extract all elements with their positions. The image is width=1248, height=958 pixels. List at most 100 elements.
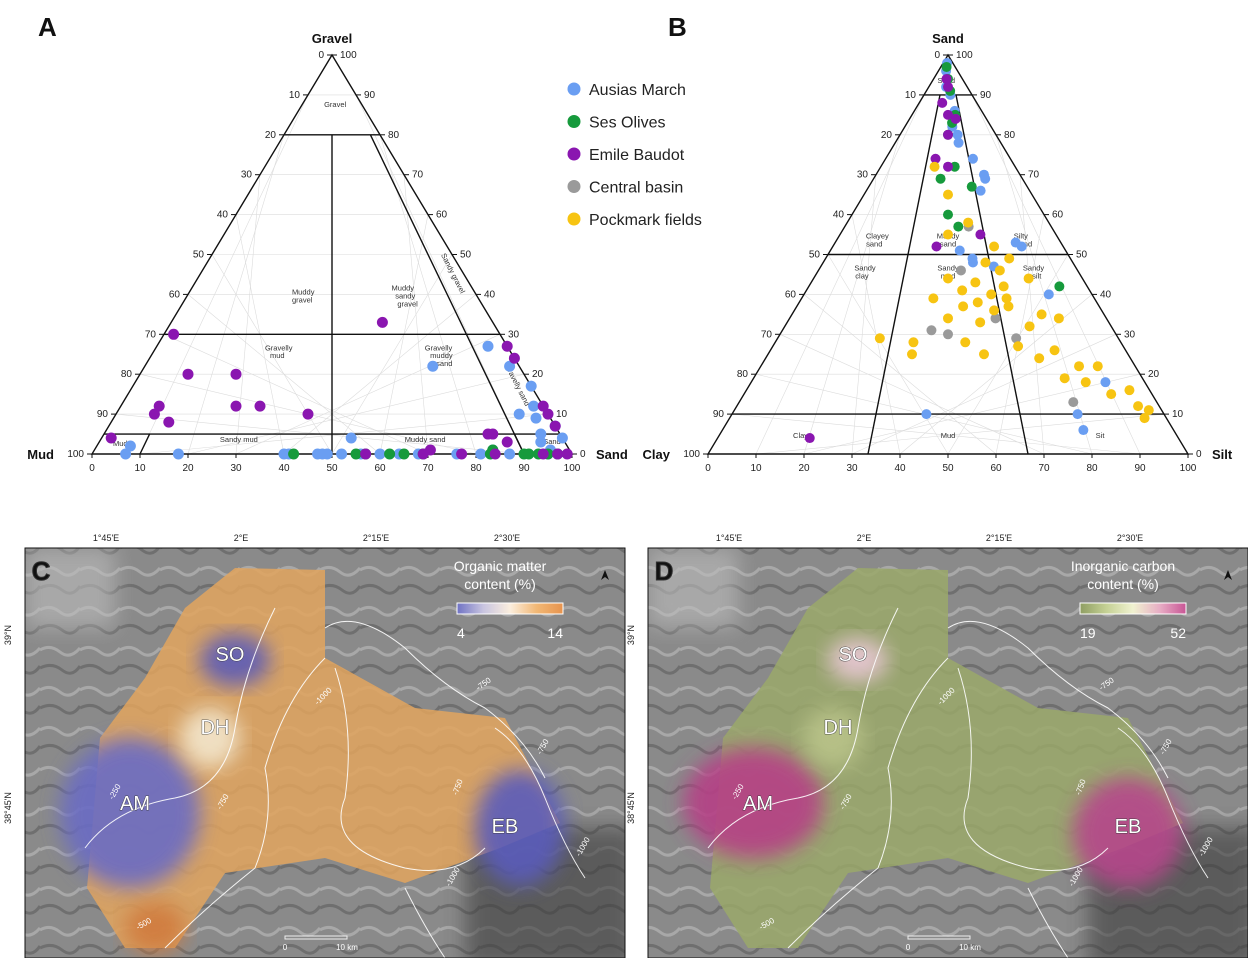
- contour: [787, 657, 949, 949]
- tick-label-left: 30: [241, 170, 253, 181]
- data-point: [1049, 345, 1060, 356]
- map-frame: [647, 547, 1248, 958]
- data-point: [963, 217, 974, 228]
- map-body: -250-500-750-750-1000-1000-750-750-1000S…: [25, 548, 625, 958]
- data-point: [943, 109, 953, 120]
- surface-blob: [475, 770, 565, 886]
- zone-label: Clayey: [866, 232, 889, 241]
- tick-label-bottom: 50: [326, 463, 338, 474]
- tick-label-bottom: 100: [1180, 463, 1197, 474]
- data-point: [943, 81, 953, 92]
- map-d: 1°45'E 2°E 2°15'E 2°30'E 39°N 38°45'N -250-500…: [626, 533, 1248, 958]
- data-point: [376, 316, 388, 328]
- data-point: [1059, 373, 1070, 384]
- lat-label: 38°45'N: [626, 792, 636, 824]
- map-frame: [24, 547, 626, 958]
- zone-label: Clay: [793, 431, 808, 440]
- data-point: [1080, 377, 1091, 388]
- lat-label: 39°N: [3, 625, 13, 645]
- tick-label-left: 100: [683, 449, 700, 460]
- legend-label: Central basin: [589, 180, 683, 197]
- data-point: [990, 313, 1001, 324]
- tick-label-bottom: 60: [990, 463, 1002, 474]
- lon-label: 1°45'E: [93, 533, 119, 543]
- panel-label-a: A: [38, 12, 57, 42]
- tick-label-right: 0: [1196, 449, 1202, 460]
- data-point: [302, 408, 314, 420]
- contour: [1027, 887, 1069, 958]
- data-point: [980, 173, 991, 184]
- tick-label-left: 30: [857, 170, 869, 181]
- data-point: [1133, 401, 1144, 412]
- data-point: [941, 61, 952, 72]
- data-point: [475, 448, 487, 460]
- contour-lines: [84, 607, 586, 958]
- legend-label: Emile Baudot: [589, 147, 685, 164]
- apex-label-left: Clay: [643, 447, 671, 462]
- data-point: [530, 412, 542, 424]
- colorbar-subtitle: content (%): [1087, 576, 1159, 592]
- data-point: [1092, 361, 1103, 372]
- data-point: [230, 400, 242, 412]
- data-point: [1003, 301, 1014, 312]
- data-point: [1068, 397, 1079, 408]
- data-point: [989, 241, 1000, 252]
- tick-label-left: 20: [881, 130, 893, 141]
- tick-label-bottom: 100: [564, 463, 581, 474]
- data-point: [528, 400, 540, 412]
- data-point: [1011, 333, 1022, 344]
- data-point: [1053, 313, 1064, 324]
- data-point: [967, 153, 978, 164]
- scale-rect: [907, 935, 971, 940]
- data-point: [967, 257, 978, 268]
- tick-label-bottom: 90: [518, 463, 530, 474]
- data-point: [345, 432, 357, 444]
- series-ausias-march: [120, 340, 568, 460]
- tick-label-bottom: 50: [942, 463, 954, 474]
- legend-label: Ausias March: [589, 82, 686, 99]
- colorbar-min: 19: [1080, 625, 1096, 641]
- colorbar-ramp: [1079, 602, 1187, 615]
- tick-label-right: 100: [340, 50, 357, 61]
- data-point: [957, 285, 968, 296]
- surface-blob: [200, 634, 270, 686]
- zone-label: Sandy: [937, 263, 959, 272]
- map-body: -250-500-750-750-1000-1000-750-750-1000S…: [648, 548, 1248, 958]
- contour: [404, 887, 446, 958]
- tick-label-left: 10: [289, 90, 301, 101]
- zone-label: Sand: [543, 437, 561, 446]
- lon-label: 1°45'E: [716, 533, 742, 543]
- data-point: [182, 368, 194, 380]
- zone-label: Sandy: [854, 263, 876, 272]
- zone-label: muddy: [430, 351, 453, 360]
- zone-label: Gravel: [324, 100, 346, 109]
- data-point: [549, 420, 561, 432]
- data-point: [556, 432, 568, 444]
- colorbar: Inorganic carbon content (%) 19 52: [1071, 558, 1187, 641]
- data-point: [943, 229, 953, 240]
- data-point: [513, 408, 525, 420]
- lon-label: 2°E: [857, 533, 872, 543]
- data-point: [1124, 385, 1135, 396]
- lon-label: 2°30'E: [1117, 533, 1143, 543]
- data-point: [874, 333, 885, 344]
- lat-label: 38°45'N: [3, 792, 13, 824]
- tick-label-bottom: 10: [134, 463, 146, 474]
- legend-marker: [567, 212, 581, 226]
- zone-label: clay: [855, 271, 869, 280]
- lon-label: 2°E: [234, 533, 249, 543]
- colorbar-subtitle: content (%): [464, 576, 536, 592]
- zone-label: sand: [940, 240, 956, 249]
- data-point: [350, 448, 362, 460]
- surface-blob: [803, 708, 863, 768]
- data-point: [930, 153, 941, 164]
- tick-label-left: 80: [737, 369, 749, 380]
- tick-label-bottom: 10: [750, 463, 762, 474]
- zone-label: sand: [436, 359, 452, 368]
- zone-label: Muddy: [292, 287, 315, 296]
- zone-labels: GravelMuddygravelMuddysandygravelGravell…: [113, 100, 561, 448]
- series-emile-baudot: [804, 73, 986, 444]
- data-point: [1074, 361, 1085, 372]
